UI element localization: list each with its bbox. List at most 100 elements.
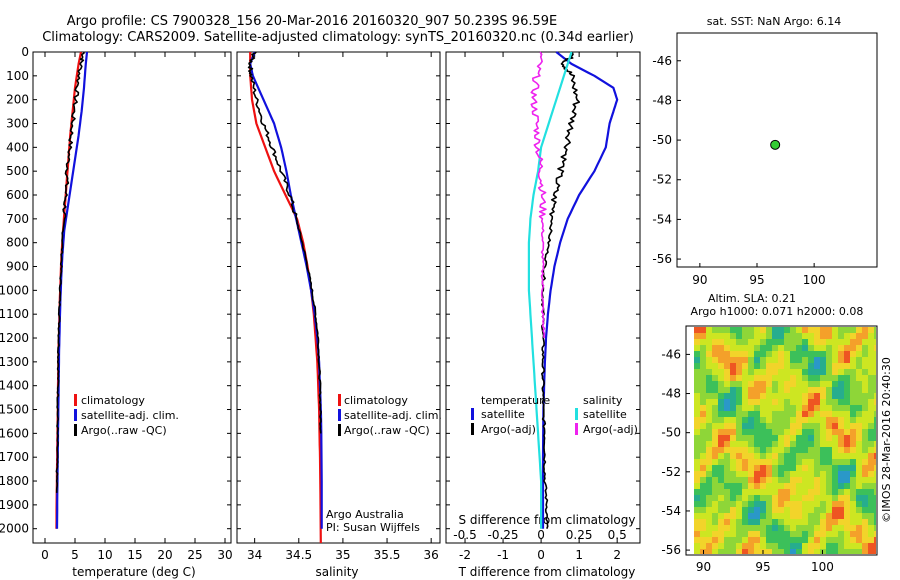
sla-cell (754, 387, 760, 393)
sla-cell (712, 447, 718, 453)
sla-cell (838, 453, 844, 459)
sla-cell (790, 435, 796, 441)
sla-cell (718, 531, 724, 537)
sla-cell (802, 393, 808, 399)
sla-cell (790, 351, 796, 357)
sla-cell (802, 387, 808, 393)
legend-swatch-s-argo (575, 423, 578, 435)
sla-cell (844, 435, 850, 441)
sla-cell (856, 519, 862, 525)
sla-cell (742, 357, 748, 363)
sla-cell (748, 345, 754, 351)
sla-cell (784, 411, 790, 417)
sla-cell (772, 369, 778, 375)
sla-cell (862, 471, 868, 477)
sla-cell (724, 333, 730, 339)
sla-cell (724, 339, 730, 345)
sla-cell (760, 399, 766, 405)
sla-cell (748, 513, 754, 519)
sla-cell (832, 513, 838, 519)
sla-cell (718, 429, 724, 435)
sla-cell (820, 369, 826, 375)
sla-cell (844, 495, 850, 501)
sla-cell (778, 399, 784, 405)
sla-cell (814, 483, 820, 489)
sla-cell (862, 381, 868, 387)
sla-cell (802, 429, 808, 435)
sla-cell (724, 471, 730, 477)
sla-cell (862, 363, 868, 369)
sla-cell (844, 405, 850, 411)
sla-cell (754, 459, 760, 465)
sla-cell (856, 435, 862, 441)
sla-cell (820, 465, 826, 471)
sla-cell (772, 363, 778, 369)
sla-cell (754, 429, 760, 435)
sla-cell (790, 537, 796, 543)
temperature-x-axis: 0 5 10 15 20 25 30 (33, 51, 233, 562)
sla-cell (850, 447, 856, 453)
sla-cell (736, 435, 742, 441)
sla-cell (748, 363, 754, 369)
sla-cell (724, 363, 730, 369)
sla-cell (778, 417, 784, 423)
sla-cell (838, 333, 844, 339)
sla-cell (718, 471, 724, 477)
sla-cell (838, 339, 844, 345)
x-tick-label: 10 (97, 548, 112, 562)
sla-cell (766, 465, 772, 471)
sla-cell (718, 501, 724, 507)
sla-cell (796, 357, 802, 363)
sla-cell (862, 423, 868, 429)
sla-cell (742, 471, 748, 477)
sla-cell (694, 537, 700, 543)
x-tick-label: 35 (335, 548, 350, 562)
series-line-temperature-argo-adj (540, 51, 581, 529)
sla-cell (772, 381, 778, 387)
sla-cell (802, 381, 808, 387)
sla-cell (874, 537, 876, 543)
sla-cell (850, 375, 856, 381)
sla-cell (862, 543, 868, 549)
sla-cell (850, 411, 856, 417)
sla-cell (826, 537, 832, 543)
sla-cell (754, 501, 760, 507)
sla-cell (832, 459, 838, 465)
sla-cell (718, 423, 724, 429)
sla-cell (826, 495, 832, 501)
sla-cell (694, 381, 700, 387)
sla-cell (868, 429, 874, 435)
sla-cell (868, 405, 874, 411)
sla-cell (700, 537, 706, 543)
sla-cell (832, 537, 838, 543)
sla-cell (772, 513, 778, 519)
depth-tick-label: 2000 (0, 522, 29, 536)
depth-tick-label: 400 (6, 140, 29, 154)
sla-cell (706, 369, 712, 375)
sla-cell (712, 525, 718, 531)
sla-cell (694, 357, 700, 363)
sla-cell (856, 525, 862, 531)
sla-cell (850, 405, 856, 411)
sla-cell (778, 357, 784, 363)
sla-cell (814, 459, 820, 465)
sla-cell (718, 345, 724, 351)
depth-tick-label: 800 (6, 236, 29, 250)
sla-cell (766, 471, 772, 477)
sla-cell (814, 495, 820, 501)
sla-cell (856, 333, 862, 339)
sla-cell (808, 447, 814, 453)
legend-label-argo: Argo(..raw -QC) (344, 424, 430, 437)
sla-cell (856, 549, 862, 554)
sla-cell (784, 351, 790, 357)
sla-cell (874, 459, 876, 465)
sla-cell (844, 369, 850, 375)
sla-cell (778, 339, 784, 345)
sla-cell (712, 453, 718, 459)
sla-cell (754, 465, 760, 471)
legend-swatch-climatology (74, 394, 77, 406)
sla-cell (796, 399, 802, 405)
sla-cell (790, 513, 796, 519)
sla-cell (778, 405, 784, 411)
sla-cell (742, 501, 748, 507)
